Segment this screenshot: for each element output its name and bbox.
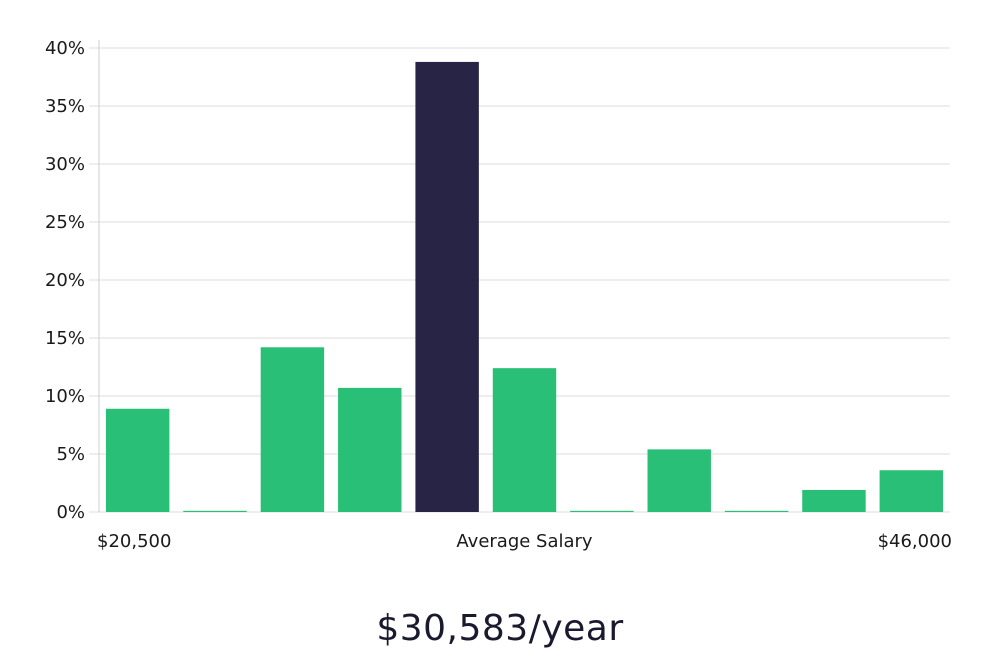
bar [570, 510, 634, 512]
bar [724, 510, 789, 512]
bar [492, 368, 557, 512]
y-tick-label: 5% [56, 444, 85, 465]
y-tick-label: 25% [45, 212, 85, 233]
y-tick-label: 15% [45, 328, 85, 349]
y-tick-label: 40% [45, 38, 85, 59]
salary-histogram: 0% 5% 10% 15% 20% 25% 30% 35% 40% $20,500 Averag… [45, 38, 952, 552]
bar [647, 449, 711, 512]
bar-average-highlight [415, 61, 479, 513]
y-axis-ticks: 0% 5% 10% 15% 20% 25% 30% 35% 40% [45, 38, 85, 523]
y-tick-label: 30% [45, 154, 85, 175]
bar [183, 510, 247, 512]
bar [338, 387, 402, 512]
average-salary-value: $30,583/year [376, 608, 624, 649]
bar [879, 470, 944, 512]
gridlines [89, 47, 950, 513]
bar [260, 347, 325, 512]
y-tick-label: 20% [45, 270, 85, 291]
x-min-label: $20,500 [97, 531, 171, 552]
bars [105, 61, 944, 513]
x-axis-label: Average Salary [456, 531, 593, 552]
y-tick-label: 35% [45, 96, 85, 117]
y-tick-label: 0% [56, 502, 85, 523]
bar [105, 408, 170, 512]
bar [802, 489, 866, 512]
y-tick-label: 10% [45, 386, 85, 407]
x-max-label: $46,000 [878, 531, 952, 552]
